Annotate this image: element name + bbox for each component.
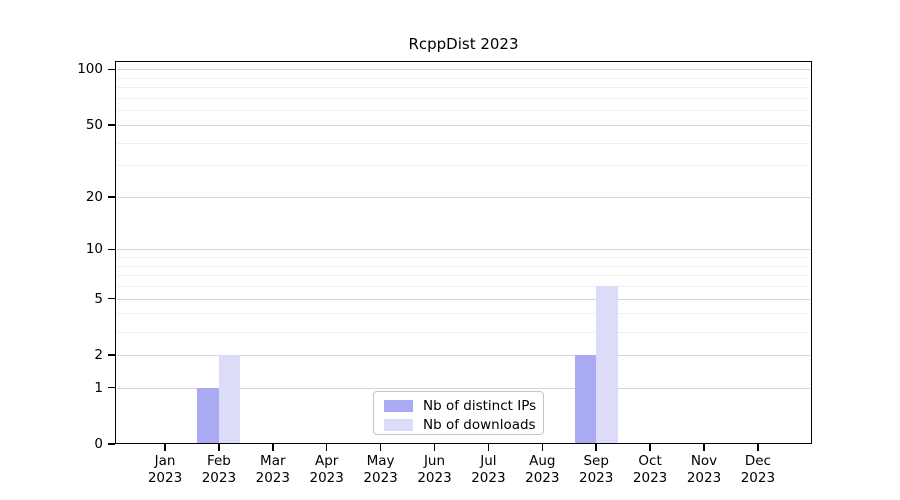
- x-tick-label-feb: Feb 2023: [201, 453, 237, 486]
- y-minor-gridline: [117, 142, 810, 144]
- y-minor-gridline: [117, 110, 810, 112]
- legend-label-downloads: Nb of downloads: [423, 416, 536, 433]
- x-tick-mark: [703, 444, 705, 451]
- y-tick-mark: [108, 297, 115, 300]
- legend-swatch-downloads: [384, 418, 413, 431]
- x-tick-label-apr: Apr 2023: [309, 453, 344, 486]
- bar-downloads-feb: [218, 354, 241, 444]
- y-minor-gridline: [117, 165, 810, 167]
- x-tick-mark: [272, 444, 274, 451]
- y-tick-mark: [108, 354, 115, 356]
- x-tick-label-nov: Nov 2023: [686, 453, 722, 486]
- bar-distinct-ips-sep: [574, 354, 597, 444]
- y-major-gridline: [117, 124, 810, 126]
- x-tick-mark: [541, 444, 544, 451]
- y-tick-label: 50: [85, 116, 103, 133]
- x-tick-label-jan: Jan 2023: [147, 453, 183, 486]
- y-minor-gridline: [117, 313, 810, 315]
- x-tick-label-sep: Sep 2023: [579, 453, 614, 486]
- x-tick-mark: [757, 444, 759, 451]
- y-major-gridline: [117, 387, 810, 389]
- y-tick-label: 100: [77, 61, 103, 78]
- y-tick-label: 20: [85, 188, 103, 205]
- x-tick-mark: [379, 444, 382, 451]
- y-minor-gridline: [117, 98, 810, 99]
- x-tick-label-aug: Aug 2023: [525, 453, 560, 486]
- y-minor-gridline: [117, 275, 810, 277]
- y-minor-gridline: [117, 331, 810, 333]
- y-tick-mark: [108, 386, 115, 389]
- x-tick-mark: [649, 444, 651, 451]
- y-tick-mark: [108, 443, 115, 445]
- legend: Nb of distinct IPs Nb of downloads: [373, 391, 544, 435]
- y-minor-gridline: [117, 257, 810, 259]
- x-tick-mark: [595, 444, 597, 451]
- y-tick-mark: [108, 124, 115, 126]
- x-tick-label-oct: Oct 2023: [632, 453, 668, 486]
- x-tick-mark: [433, 444, 436, 451]
- legend-item-distinct-ips: Nb of distinct IPs: [384, 397, 543, 416]
- y-minor-gridline: [117, 77, 810, 79]
- y-minor-gridline: [117, 87, 810, 89]
- x-tick-label-jul: Jul 2023: [471, 453, 506, 486]
- x-tick-mark: [325, 444, 328, 451]
- legend-swatch-distinct-ips: [384, 400, 413, 413]
- y-tick-label: 5: [94, 290, 103, 307]
- x-tick-label-jun: Jun 2023: [417, 453, 452, 486]
- y-tick-label: 0: [94, 436, 103, 452]
- x-tick-label-mar: Mar 2023: [255, 453, 290, 486]
- y-major-gridline: [117, 298, 810, 300]
- x-tick-mark: [487, 444, 490, 451]
- x-tick-label-dec: Dec 2023: [740, 453, 776, 486]
- y-major-gridline: [117, 354, 810, 356]
- x-tick-mark: [218, 444, 220, 451]
- y-minor-gridline: [117, 265, 810, 267]
- x-tick-mark: [164, 444, 166, 451]
- y-tick-label: 1: [94, 379, 103, 396]
- x-tick-label-may: May 2023: [363, 453, 398, 486]
- legend-label-distinct-ips: Nb of distinct IPs: [423, 398, 537, 415]
- bar-distinct-ips-feb: [197, 387, 219, 444]
- chart-title: RcppDist 2023: [408, 35, 519, 53]
- y-major-gridline: [117, 249, 810, 251]
- y-tick-mark: [108, 68, 115, 71]
- y-major-gridline: [117, 196, 810, 198]
- y-tick-label: 2: [94, 346, 103, 363]
- y-tick-mark: [108, 196, 115, 198]
- y-tick-label: 10: [85, 241, 103, 258]
- y-minor-gridline: [117, 286, 810, 288]
- legend-item-downloads: Nb of downloads: [384, 416, 543, 435]
- y-tick-mark: [108, 248, 115, 251]
- y-major-gridline: [117, 69, 810, 71]
- bar-downloads-sep: [596, 286, 618, 444]
